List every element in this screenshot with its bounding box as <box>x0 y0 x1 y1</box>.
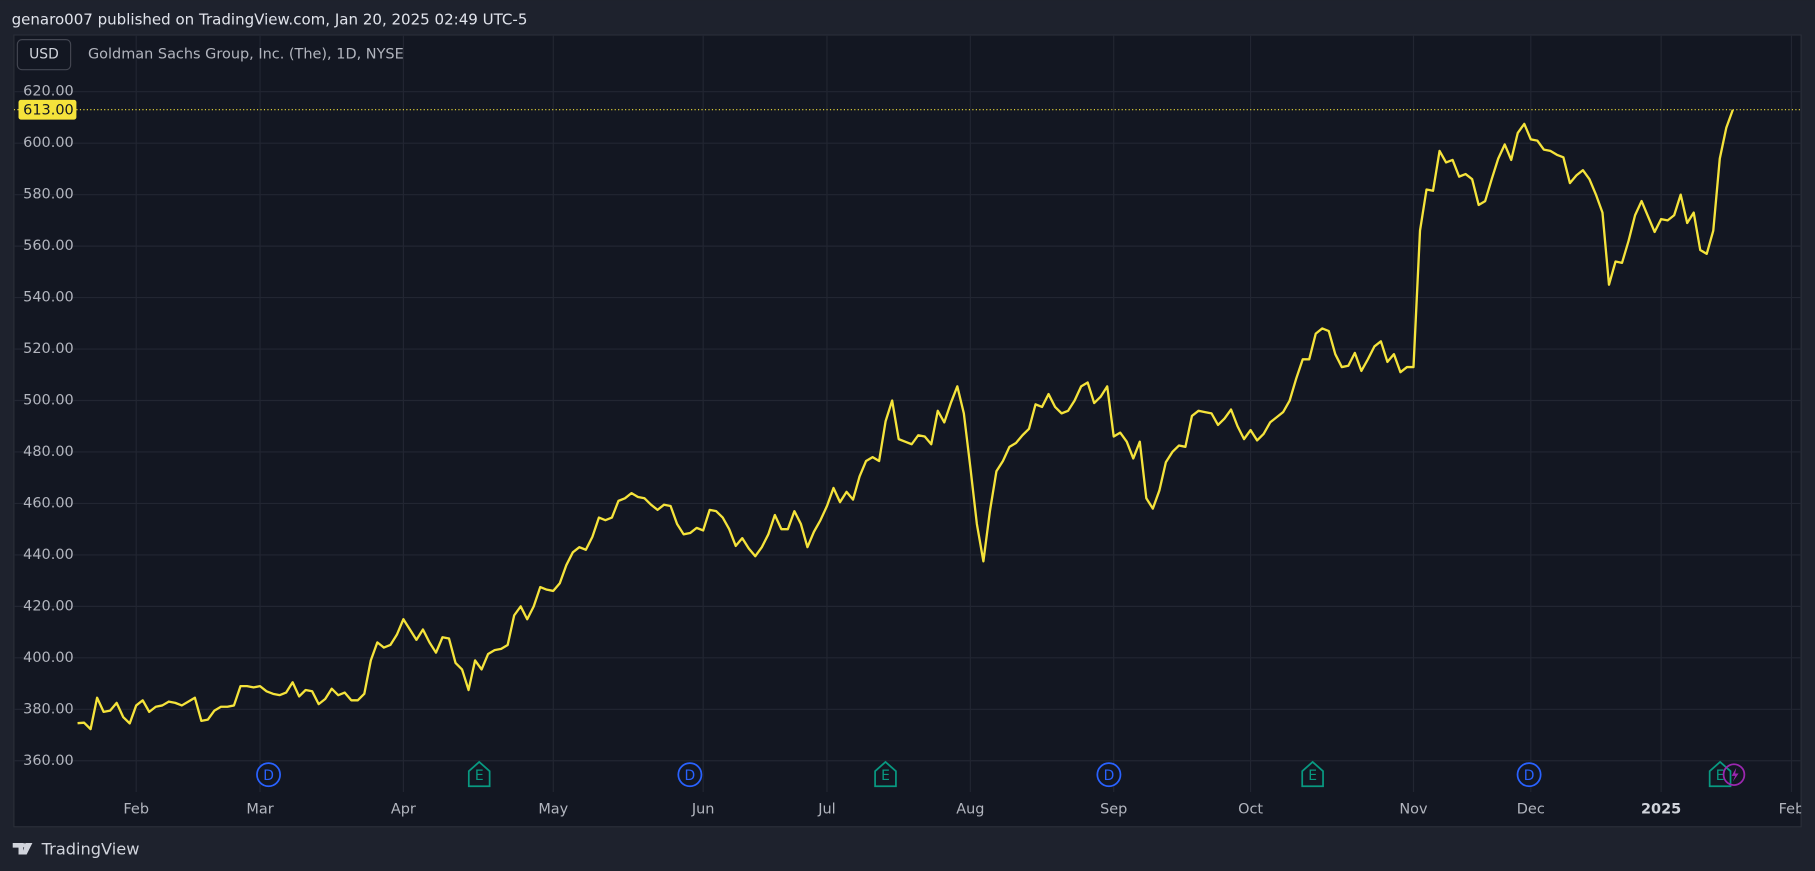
x-tick-label: May <box>538 801 568 817</box>
y-tick-label: 480.00 <box>23 444 74 460</box>
x-tick-label: Jul <box>817 801 835 817</box>
x-tick-label: Aug <box>956 801 984 817</box>
currency-label: USD <box>29 47 59 63</box>
publish-info: genaro007 published on TradingView.com, … <box>12 10 528 28</box>
y-tick-label: 380.00 <box>23 701 74 717</box>
marker-label: D <box>685 768 696 784</box>
x-tick-label: Mar <box>246 801 273 817</box>
x-tick-label: Nov <box>1399 801 1428 817</box>
logo-dot <box>21 843 26 848</box>
marker-shape <box>467 760 491 788</box>
logo-icon <box>12 842 33 855</box>
marker-label: E <box>1716 768 1725 784</box>
marker-shape <box>677 762 703 788</box>
y-tick-label: 540.00 <box>23 290 74 306</box>
price-line <box>77 109 1734 731</box>
x-tick-label: Feb <box>123 801 149 817</box>
y-tick-label: 400.00 <box>23 650 74 666</box>
marker-label: E <box>1308 768 1317 784</box>
marker-label: D <box>1524 768 1535 784</box>
x-tick-label: Apr <box>391 801 416 817</box>
currency-button[interactable] <box>16 39 72 71</box>
y-tick-label: 600.00 <box>23 135 74 151</box>
event-bolt <box>1731 767 1739 782</box>
dividend-marker[interactable]: D <box>1516 762 1542 788</box>
y-tick-label: 460.00 <box>23 495 74 511</box>
y-tick-label: 520.00 <box>23 341 74 357</box>
x-tick-label: 2025 <box>1641 801 1681 817</box>
logo <box>12 842 33 855</box>
y-tick-label: 620.00 <box>23 84 74 100</box>
marker-label: D <box>263 768 274 784</box>
dividend-marker[interactable]: D <box>677 762 703 788</box>
dividend-marker[interactable]: D <box>1096 762 1122 788</box>
marker-shape <box>256 762 281 788</box>
plot-area <box>13 34 1802 828</box>
x-tick-label: Dec <box>1517 801 1545 817</box>
y-tick-label: 440.00 <box>23 547 74 563</box>
x-tick-label: Feb <box>1779 801 1805 817</box>
x-tick-label: Sep <box>1100 801 1127 817</box>
y-tick-label: 360.00 <box>23 753 74 769</box>
dividend-split-icon <box>1722 763 1746 786</box>
y-tick-label: 500.00 <box>23 393 74 409</box>
marker-shape <box>1301 760 1324 788</box>
marker-label: E <box>881 768 890 784</box>
y-tick-label: 580.00 <box>23 187 74 203</box>
last-price-tag <box>18 99 77 120</box>
brand: TradingView <box>41 839 140 858</box>
marker-shape <box>1096 762 1122 788</box>
grid <box>13 34 1802 793</box>
marker-label: E <box>475 768 484 784</box>
dividend-marker[interactable]: D <box>256 762 281 788</box>
last-price-label: 613.00 <box>23 102 74 118</box>
event-circle <box>1722 763 1746 786</box>
marker-label: D <box>1104 768 1115 784</box>
symbol-title: Goldman Sachs Group, Inc. (The), 1D, NYS… <box>88 47 404 63</box>
marker-shape <box>874 760 897 788</box>
earnings-marker[interactable]: E <box>874 760 897 788</box>
earnings-marker[interactable]: E <box>467 760 491 788</box>
plot: Feb Mar Apr May Jun Jul Aug Sep Oct Nov Dec 2025 Feb… <box>13 109 1805 817</box>
x-tick-label: Jun <box>691 801 715 817</box>
x-tick-label: Oct <box>1238 801 1263 817</box>
earnings-marker[interactable]: E <box>1301 760 1324 788</box>
marker-shape <box>1516 762 1542 788</box>
y-tick-label: 560.00 <box>23 238 74 254</box>
y-tick-label: 420.00 <box>23 598 74 614</box>
